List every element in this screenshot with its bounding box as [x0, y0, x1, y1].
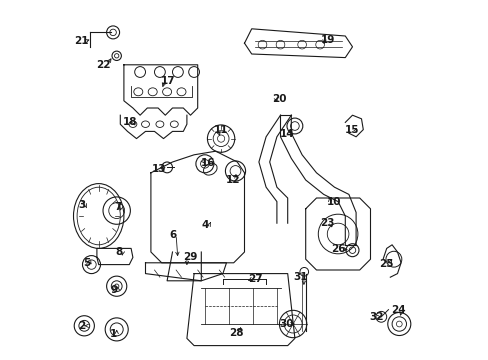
Text: 29: 29 — [183, 252, 197, 262]
Text: 17: 17 — [161, 76, 175, 86]
Text: 25: 25 — [378, 258, 392, 269]
Text: 22: 22 — [96, 60, 110, 70]
Text: 12: 12 — [225, 175, 240, 185]
Text: 23: 23 — [319, 218, 334, 228]
Text: 31: 31 — [292, 272, 307, 282]
Text: 10: 10 — [326, 197, 340, 207]
Text: 14: 14 — [279, 129, 294, 139]
Text: 5: 5 — [83, 258, 90, 268]
Text: 1: 1 — [109, 329, 117, 339]
Text: 4: 4 — [202, 220, 209, 230]
Text: 27: 27 — [247, 274, 262, 284]
Text: 11: 11 — [213, 125, 228, 135]
Text: 7: 7 — [114, 202, 121, 212]
Text: 8: 8 — [115, 247, 122, 257]
Text: 24: 24 — [390, 305, 405, 315]
Text: 20: 20 — [272, 94, 286, 104]
Text: 28: 28 — [229, 328, 244, 338]
Text: 21: 21 — [74, 36, 88, 46]
Text: 30: 30 — [279, 319, 294, 329]
Text: 16: 16 — [200, 158, 215, 168]
Text: 32: 32 — [369, 312, 384, 322]
Text: 9: 9 — [110, 285, 118, 295]
Text: 26: 26 — [331, 244, 346, 254]
Text: 3: 3 — [78, 200, 85, 210]
Text: 2: 2 — [78, 321, 85, 331]
Text: 6: 6 — [168, 230, 176, 240]
Text: 13: 13 — [151, 164, 166, 174]
Text: 18: 18 — [122, 117, 137, 127]
Text: 19: 19 — [320, 35, 334, 45]
Text: 15: 15 — [345, 125, 359, 135]
